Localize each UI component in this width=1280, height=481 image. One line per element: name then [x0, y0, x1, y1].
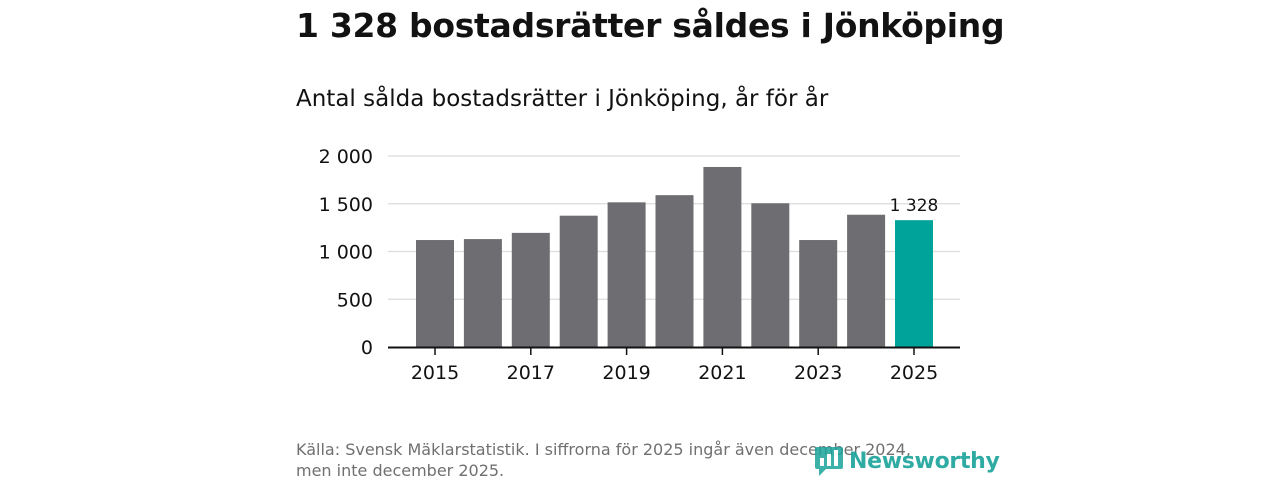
bar — [463, 239, 502, 347]
bar — [703, 166, 742, 347]
y-tick-label: 1 500 — [319, 194, 373, 216]
x-axis-tick-labels: 2015 2017 2019 2021 2023 2025 — [411, 347, 938, 384]
source-line-2: men inte december 2025. — [296, 461, 505, 480]
x-tick-label: 2015 — [411, 362, 459, 384]
newsworthy-bar-chart-logo-icon — [815, 447, 843, 476]
source-note: Källa: Svensk Mäklarstatistik. I siffror… — [296, 439, 956, 481]
x-tick-label: 2017 — [507, 362, 555, 384]
chart-title: 1 328 bostadsrätter såldes i Jönköping — [296, 6, 1005, 45]
bar — [416, 240, 454, 347]
bar — [799, 240, 838, 347]
bar-highlight — [895, 220, 933, 347]
y-axis-tick-labels: 0 500 1 000 1 500 2 000 — [319, 146, 373, 359]
y-tick-label: 2 000 — [319, 146, 373, 168]
bar — [655, 195, 694, 347]
x-tick-label: 2019 — [602, 362, 650, 384]
bar — [511, 232, 550, 347]
bars — [416, 166, 933, 347]
bar — [847, 214, 886, 347]
y-tick-label: 500 — [337, 289, 373, 311]
bar — [607, 202, 646, 347]
x-tick-label: 2021 — [698, 362, 746, 384]
bar — [559, 215, 598, 347]
x-tick-label: 2025 — [890, 362, 938, 384]
chart-subtitle: Antal sålda bostadsrätter i Jönköping, å… — [296, 86, 829, 112]
x-tick-label: 2023 — [794, 362, 842, 384]
y-tick-label: 1 000 — [319, 242, 373, 264]
bar — [751, 203, 790, 347]
data-labels: 1 328 — [890, 196, 939, 216]
newsworthy-logo: Newsworthy — [814, 444, 1000, 478]
y-tick-label: 0 — [361, 337, 373, 359]
data-label: 1 328 — [890, 196, 939, 216]
source-line-1: Källa: Svensk Mäklarstatistik. I siffror… — [296, 440, 911, 459]
newsworthy-logo-text: Newsworthy — [849, 448, 1000, 474]
